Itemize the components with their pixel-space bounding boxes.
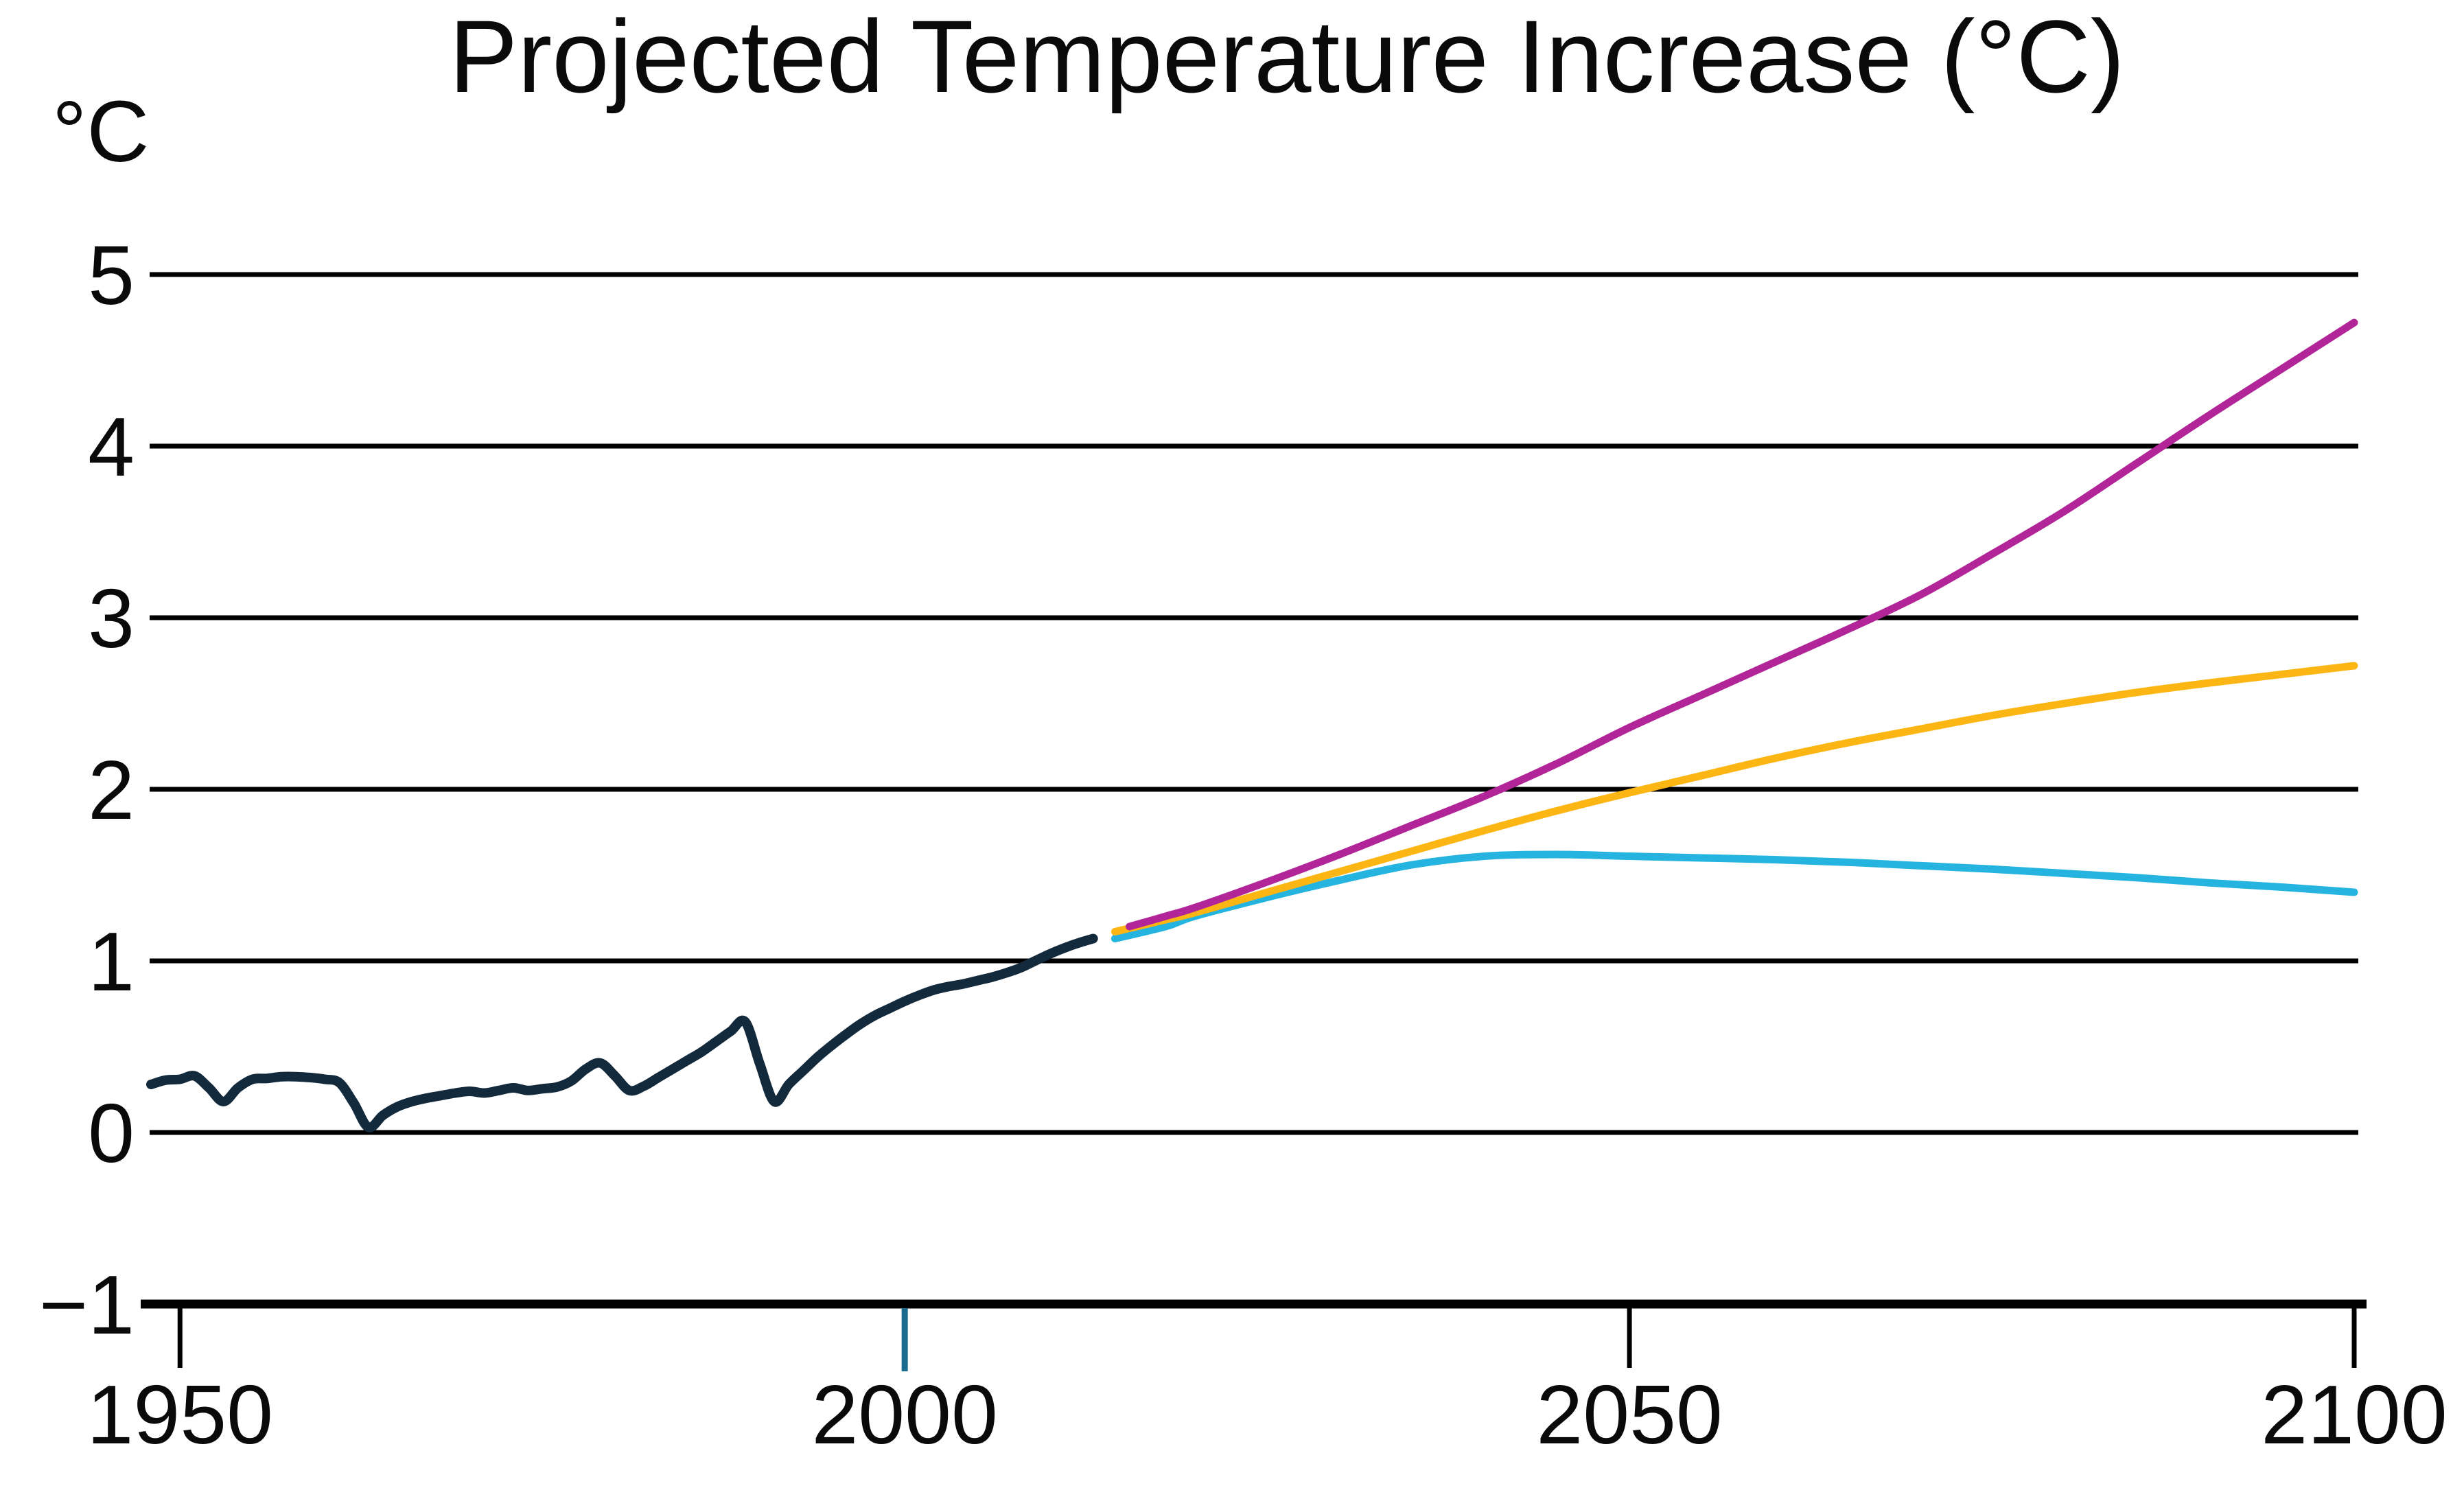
- series-low-projection-line: [1111, 850, 2358, 942]
- x-tick-label-1950: 1950: [87, 1368, 273, 1461]
- gridline-layer: [150, 272, 2358, 1135]
- chart-title: Projected Temperature Increase (°C): [449, 0, 2125, 114]
- y-tick-label-3: 3: [88, 572, 135, 665]
- y-tick-label-2: 2: [88, 743, 135, 837]
- axis-layer: [141, 1299, 2367, 1371]
- y-axis-unit-label: °C: [52, 83, 149, 180]
- x-tick-label-2000: 2000: [811, 1368, 997, 1461]
- x-tick-label-2050: 2050: [1536, 1368, 1722, 1461]
- y-tick-label-4: 4: [88, 400, 135, 493]
- y-tick-label--1: −1: [39, 1258, 135, 1351]
- series-mid-projection-line: [1111, 662, 2358, 935]
- x-tick-label-2100: 2100: [2261, 1368, 2447, 1461]
- y-tick-label-0: 0: [88, 1086, 135, 1180]
- axis-label-layer: 1950 2000 2050 2100 5 4 3 2 1 0 −1: [39, 229, 2448, 1461]
- series-layer: [146, 318, 2358, 1132]
- y-tick-label-5: 5: [88, 229, 135, 322]
- series-historical-line: [146, 933, 1098, 1132]
- y-tick-label-1: 1: [88, 915, 135, 1008]
- series-high-projection-line: [1126, 318, 2358, 931]
